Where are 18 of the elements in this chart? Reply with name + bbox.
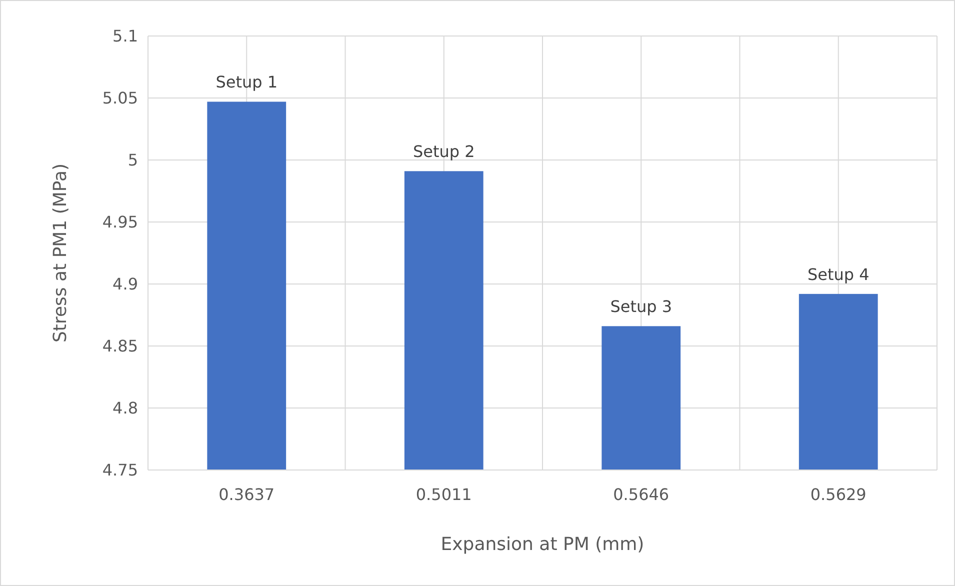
- y-tick-label: 5: [128, 150, 138, 170]
- y-tick-label: 4.75: [102, 460, 138, 480]
- x-tick-label: 0.3637: [218, 485, 275, 504]
- x-tick-label: 0.5646: [613, 485, 670, 504]
- y-tick-label: 4.9: [112, 274, 138, 294]
- x-axis-title: Expansion at PM (mm): [440, 534, 644, 555]
- y-tick-label: 4.95: [102, 212, 138, 232]
- y-tick-label: 4.85: [102, 336, 138, 356]
- y-tick-label: 5.05: [102, 88, 138, 108]
- y-axis-title: Stress at PM1 (MPa): [50, 163, 71, 343]
- y-tick-label: 5.1: [112, 26, 138, 46]
- x-tick-label: 0.5011: [416, 485, 472, 504]
- x-tick-label: 0.5629: [810, 485, 866, 504]
- annotation: Setup 3: [610, 297, 672, 316]
- annotation: Setup 1: [216, 72, 278, 92]
- annotation: Setup 4: [807, 264, 870, 284]
- annotation: Setup 2: [412, 142, 475, 162]
- y-tick-label: 4.8: [112, 398, 138, 418]
